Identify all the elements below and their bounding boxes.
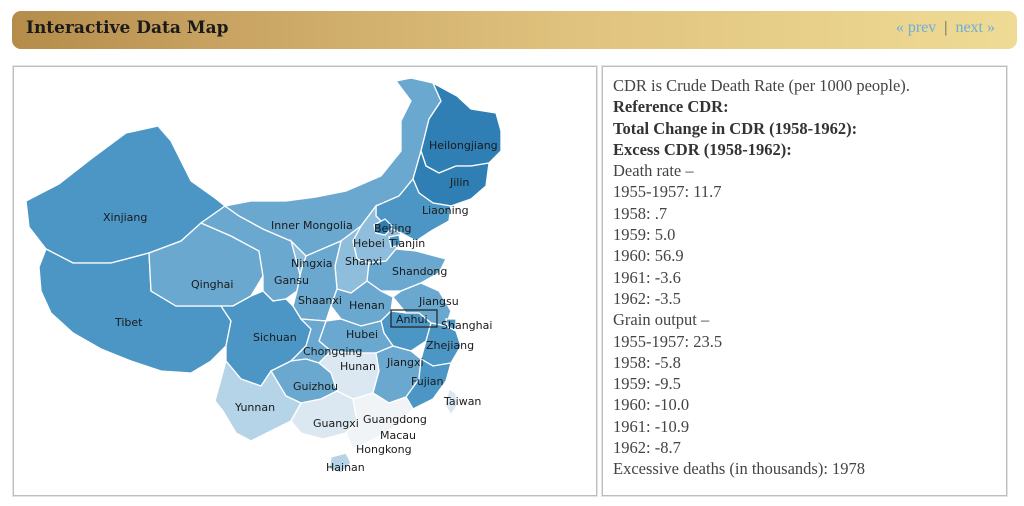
province-taiwan[interactable] [444, 388, 458, 417]
label-anhui: Anhui [396, 313, 428, 326]
label-taiwan: Taiwan [443, 395, 481, 408]
label-guangdong: Guangdong [363, 413, 427, 426]
label-macau: Macau [380, 429, 416, 442]
label-shandong: Shandong [392, 265, 447, 278]
label-zhejiang: Zhejiang [426, 339, 474, 352]
info-line: 1960: 56.9 [613, 246, 684, 266]
header-bar: Interactive Data Map « prev | next » [12, 11, 1017, 49]
label-gansu: Gansu [274, 274, 309, 287]
info-line: 1955-1957: 23.5 [613, 331, 723, 351]
label-jiangxi: Jiangxi [386, 356, 424, 369]
province-hainan[interactable] [328, 452, 352, 474]
info-list: CDR is Crude Death Rate (per 1000 people… [613, 75, 1006, 480]
info-line: 1959: 5.0 [613, 225, 676, 245]
info-line: 1959: -9.5 [613, 374, 681, 394]
info-line: 1955-1957: 11.7 [613, 182, 722, 202]
map-panel: Heilongjiang Jilin Liaoning Inner Mongol… [13, 66, 597, 496]
label-shanghai: Shanghai [441, 319, 492, 332]
province-qinghai[interactable] [148, 222, 264, 307]
label-beijing: Beijing [374, 222, 411, 235]
info-line: 1958: -5.8 [613, 352, 681, 372]
label-hainan: Hainan [326, 461, 365, 474]
label-hubei: Hubei [346, 328, 378, 341]
info-line: Death rate – [613, 161, 694, 181]
label-tianjin: Tianjin [388, 237, 425, 250]
label-xinjiang: Xinjiang [103, 211, 147, 224]
label-hunan: Hunan [340, 360, 376, 373]
page-title: Interactive Data Map [26, 18, 229, 38]
province-fujian[interactable] [405, 357, 452, 410]
prev-link[interactable]: « prev [895, 19, 937, 36]
province-beijing[interactable] [373, 218, 394, 236]
pager: « prev | next » [896, 19, 995, 37]
label-guizhou: Guizhou [293, 380, 338, 393]
label-inner-mongolia: Inner Mongolia [271, 219, 353, 232]
label-tibet: Tibet [114, 316, 143, 329]
province-shanghai[interactable] [445, 318, 457, 330]
label-chongqing: Chongqing [303, 345, 362, 358]
info-line: 1962: -3.5 [613, 288, 681, 308]
label-hongkong: Hongkong [356, 443, 412, 456]
label-shaanxi: Shaanxi [298, 294, 342, 307]
info-line: Excess CDR (1958-1962): [613, 139, 792, 159]
info-line: Total Change in CDR (1958-1962): [613, 118, 858, 138]
label-jiangsu: Jiangsu [418, 295, 459, 308]
info-line: Reference CDR: [613, 97, 729, 117]
label-shanxi: Shanxi [345, 255, 382, 268]
info-line: CDR is Crude Death Rate (per 1000 people… [613, 76, 910, 95]
info-line: 1960: -10.0 [613, 395, 690, 415]
info-line: 1961: -3.6 [613, 267, 681, 287]
info-line: 1958: .7 [613, 203, 668, 223]
info-line: Grain output – [613, 310, 710, 330]
label-ningxia: Ningxia [291, 257, 333, 270]
info-line: Excessive deaths (in thousands): 1978 [613, 459, 866, 479]
info-panel: CDR is Crude Death Rate (per 1000 people… [602, 66, 1007, 496]
label-qinghai: Qinghai [191, 278, 233, 291]
nav-separator: | [944, 19, 948, 36]
info-line: 1961: -10.9 [613, 416, 690, 436]
label-jilin: Jilin [449, 176, 469, 189]
label-guangxi: Guangxi [313, 417, 359, 430]
info-line: 1962: -8.7 [613, 438, 681, 458]
label-hebei: Hebei [353, 237, 385, 250]
province-guangdong[interactable] [345, 392, 414, 450]
label-yunnan: Yunnan [234, 401, 275, 414]
label-sichuan: Sichuan [253, 331, 297, 344]
label-fujian: Fujian [411, 375, 444, 388]
label-henan: Henan [349, 299, 385, 312]
next-link[interactable]: next » [955, 19, 995, 36]
label-heilongjiang: Heilongjiang [429, 139, 498, 152]
china-map[interactable]: Heilongjiang Jilin Liaoning Inner Mongol… [14, 67, 596, 495]
label-liaoning: Liaoning [422, 204, 469, 217]
province-tianjin[interactable] [388, 234, 402, 248]
selected-province-box [390, 309, 438, 328]
